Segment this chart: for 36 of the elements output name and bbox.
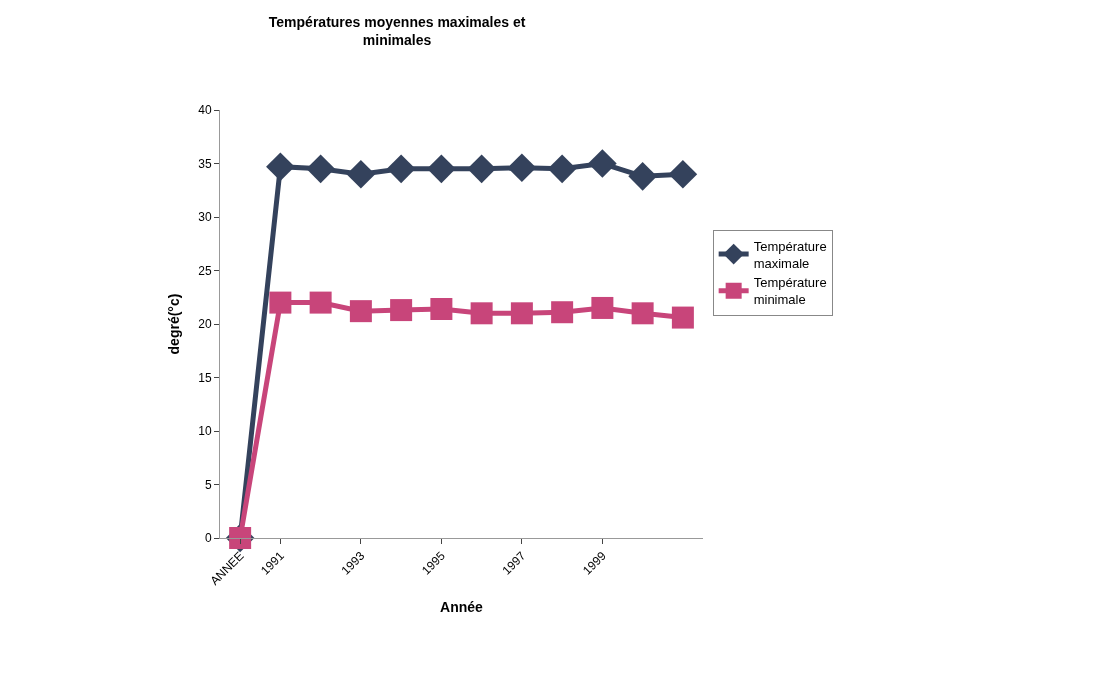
point: [430, 298, 453, 321]
y-tick-label: 10: [198, 424, 212, 439]
point: [386, 154, 416, 184]
point: [588, 149, 617, 178]
y-tick-label: 0: [204, 531, 212, 546]
point: [266, 152, 295, 182]
legend-label: Température maximale: [753, 238, 827, 271]
y-tick-label: 35: [198, 156, 212, 171]
point: [309, 291, 332, 314]
point: [470, 302, 493, 325]
point: [346, 159, 376, 189]
point: [306, 154, 335, 184]
point: [467, 154, 496, 184]
point: [671, 306, 694, 329]
point: [631, 302, 654, 325]
point: [507, 153, 537, 183]
chart-title: Températures moyennes maximales et minimales: [268, 14, 526, 49]
y-tick-label: 15: [198, 370, 212, 385]
y-axis-title: degré(°c): [165, 293, 182, 355]
point: [269, 291, 292, 314]
y-tick-label: 25: [198, 263, 212, 278]
point: [510, 302, 533, 325]
point: [427, 154, 456, 184]
point: [551, 301, 574, 324]
point: [628, 162, 657, 191]
x-axis-title: Année: [440, 599, 484, 616]
y-tick-label: 30: [198, 210, 212, 225]
legend-label: Température minimale: [753, 275, 827, 308]
y-tick-label: 20: [198, 317, 212, 332]
point: [390, 299, 413, 322]
point: [591, 296, 614, 319]
point: [349, 300, 372, 323]
point: [668, 159, 698, 189]
point: [547, 154, 577, 184]
y-tick-label: 40: [198, 103, 212, 118]
y-tick-label: 5: [204, 477, 212, 492]
